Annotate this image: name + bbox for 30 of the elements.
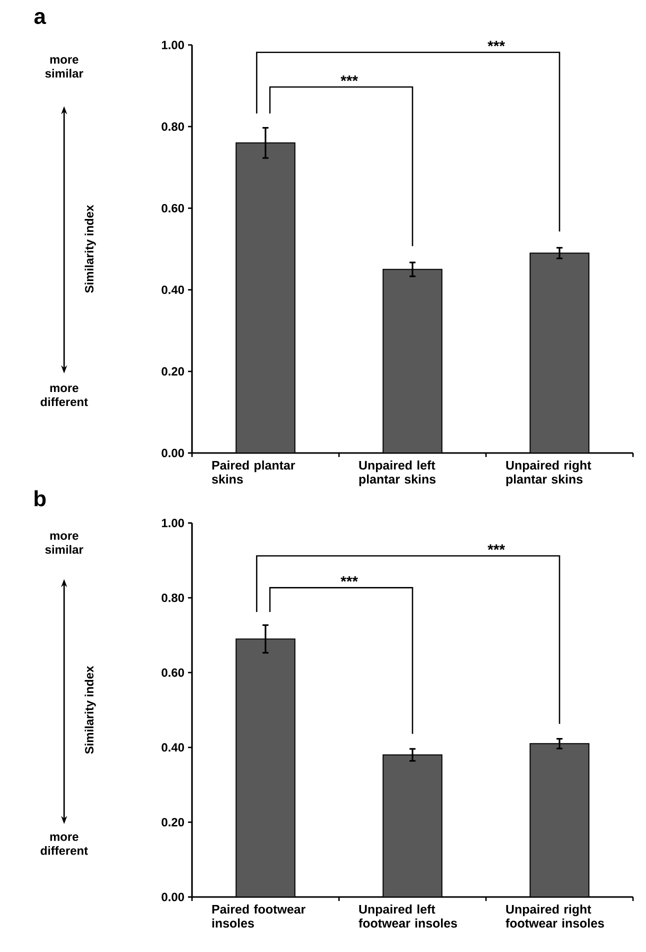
annotation: *** [488, 544, 505, 550]
y-tick-label: 0.20 [162, 818, 184, 826]
text: more similar [45, 533, 84, 554]
y-axis-title: Similarity index [84, 666, 96, 754]
x-tick-label: Paired plantar skins [212, 460, 296, 484]
x-tick-label: Unpaired right plantar skins [506, 460, 592, 486]
y-tick-label: 1.00 [162, 40, 184, 50]
text: more similar [45, 57, 84, 78]
x-tick-label: Unpaired left plantar skins [359, 460, 436, 486]
x-tick-label: Unpaired right footwear insoles [506, 904, 604, 928]
y-axis-title: Similarity index [84, 204, 96, 293]
y-tick-label: 0.20 [162, 367, 184, 376]
y-tick-label: 0.40 [162, 286, 184, 294]
annotation: *** [488, 40, 505, 46]
y-tick-label: 0.80 [162, 122, 184, 131]
y-tick-label: 0.60 [162, 204, 184, 212]
annotation: *** [340, 576, 358, 582]
annotation: *** [340, 76, 358, 82]
text: more different [40, 386, 88, 406]
chart-title: a [34, 12, 46, 24]
text: more different [40, 834, 88, 855]
y-tick-label: 1.00 [162, 518, 184, 528]
x-tick-label: Paired footwear insoles [212, 904, 306, 928]
y-tick-label: 0.80 [162, 594, 184, 602]
y-tick-label: 0.60 [162, 668, 184, 677]
x-tick-label: Unpaired left footwear insoles [358, 904, 457, 928]
chart-title: b [34, 490, 46, 506]
y-tick-label: 0.40 [162, 743, 184, 752]
y-tick-label: 0.00 [162, 448, 184, 458]
y-tick-label: 0.00 [162, 892, 184, 902]
